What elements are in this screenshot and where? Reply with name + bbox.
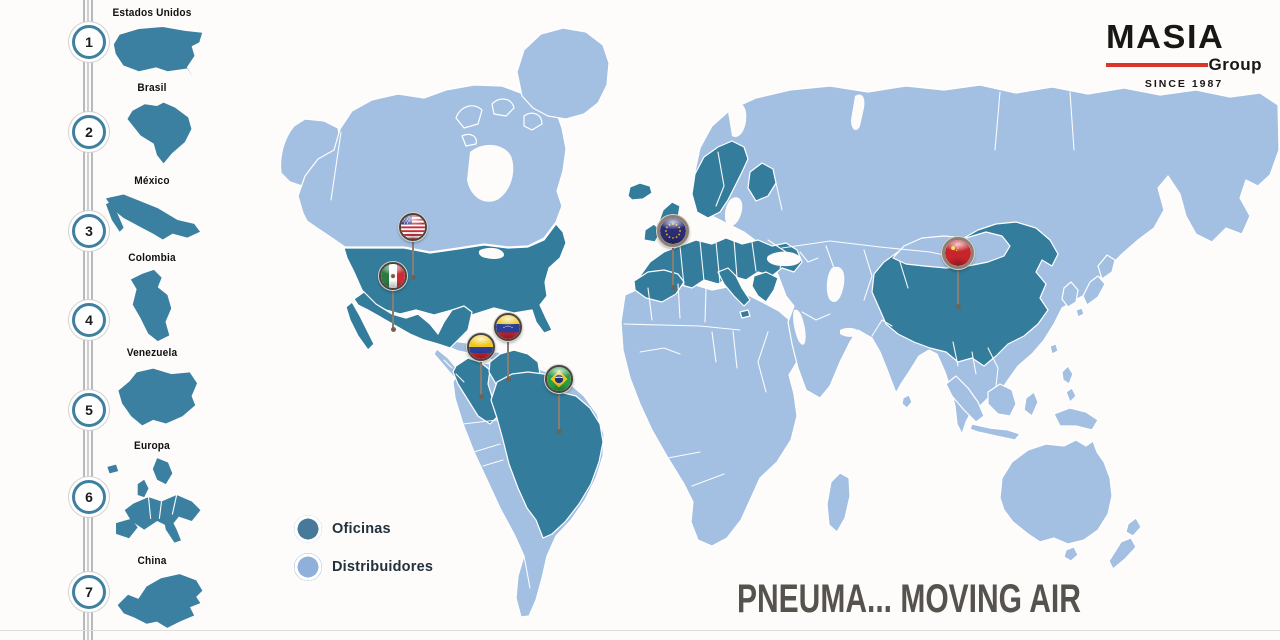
china-flag-icon (942, 237, 974, 269)
map-balkans (751, 271, 779, 303)
brasil-flag-icon (545, 365, 573, 393)
map-australia (999, 439, 1113, 545)
map-sri-lanka (901, 394, 913, 409)
china-silhouette-icon (117, 574, 203, 628)
legend-label-distribuidores: Distribuidores (332, 559, 434, 575)
map-africa (620, 281, 801, 547)
map-finland (747, 162, 777, 202)
timeline-number-5: 5 (72, 393, 106, 427)
distributor-swatch-icon (294, 553, 322, 581)
europa-silhouette-icon (107, 458, 201, 543)
map-red-sea (793, 309, 806, 345)
pin-stem (955, 267, 961, 309)
usa-flag-icon (399, 213, 427, 241)
tagline: PNEUMA... MOVING AIR (737, 577, 1081, 621)
map-usa (343, 223, 567, 334)
sidebar-label-brasil: Brasil (137, 82, 167, 94)
map-ob-gulf (851, 94, 865, 131)
legend-item-oficinas: Oficinas (294, 515, 433, 543)
bottom-divider (0, 630, 1280, 631)
map-baltic-sea (724, 197, 743, 227)
sidebar-label-colombia: Colombia (128, 252, 176, 264)
logo-red-underline (1106, 63, 1208, 67)
timeline-number-6: 6 (72, 480, 106, 514)
legend-label-oficinas: Oficinas (332, 521, 391, 537)
logo-brand-text: MASIA (1106, 18, 1225, 55)
map-spain (633, 269, 685, 303)
map-pin-colombia (467, 333, 495, 399)
sidebar-label-mexico: México (134, 175, 170, 187)
map-pin-china (942, 237, 974, 309)
timeline-number-2: 2 (72, 115, 106, 149)
map-great-lakes (478, 247, 505, 259)
pin-stem (410, 239, 416, 280)
map-white-sea (728, 103, 747, 138)
map-pin-estados-unidos (399, 213, 427, 280)
map-korea (1061, 281, 1079, 308)
sidebar-label-venezuela: Venezuela (126, 347, 178, 359)
map-madagascar (826, 472, 851, 533)
map-japan (1075, 254, 1116, 318)
map-taiwan (1049, 343, 1059, 355)
map-country-borders (330, 91, 1075, 589)
colombia-silhouette-icon (130, 269, 172, 342)
map-philippines (1061, 365, 1077, 403)
sidebar-label-europa: Europa (134, 440, 170, 452)
office-swatch-icon (294, 515, 322, 543)
timeline-number-4: 4 (72, 303, 106, 337)
sidebar-label-china: China (137, 555, 167, 567)
map-new-zealand (1108, 517, 1142, 570)
map-tasmania (1063, 546, 1079, 562)
map-iceland (627, 182, 653, 201)
sidebar-label-estados-unidos: Estados Unidos (112, 7, 192, 19)
map-scandinavia (691, 140, 749, 219)
legend-item-distribuidores: Distribuidores (294, 553, 433, 581)
pin-stem (670, 245, 676, 290)
map-pin-mexico (379, 262, 407, 332)
map-greenland (516, 27, 610, 120)
map-water-cutouts (467, 94, 865, 345)
pin-stem (478, 359, 484, 399)
logo-since-text: SINCE 1987 (1144, 78, 1224, 90)
estados-unidos-silhouette-icon (113, 27, 203, 77)
timeline-number-3: 3 (72, 214, 106, 248)
map-indonesia (945, 375, 1039, 441)
logo-group-text: Group (1208, 55, 1262, 74)
map-persian-gulf (840, 327, 860, 337)
timeline-number-7: 7 (72, 575, 106, 609)
venezuela-flag-icon (494, 313, 522, 341)
map-pin-brasil (545, 365, 573, 434)
europa-flag-icon (657, 215, 689, 247)
venezuela-silhouette-icon (118, 368, 198, 426)
map-italy (717, 267, 751, 319)
masia-group-logo: MASIA Group SINCE 1987 (1106, 20, 1262, 90)
map-mexico (345, 291, 473, 351)
pin-stem (505, 339, 511, 382)
timeline-number-1: 1 (72, 25, 106, 59)
colombia-flag-icon (467, 333, 495, 361)
mexico-silhouette-icon (105, 194, 201, 240)
map-canada (297, 84, 567, 253)
pin-stem (390, 288, 396, 332)
map-caspian-sea (826, 266, 845, 303)
legend: Oficinas Distribuidores (294, 515, 433, 591)
map-pin-venezuela (494, 313, 522, 382)
map-arctic-islands (455, 98, 543, 147)
brasil-silhouette-icon (127, 102, 192, 164)
map-pin-europa (657, 215, 689, 290)
map-new-guinea (1053, 407, 1099, 431)
mexico-flag-icon (379, 262, 407, 290)
map-hudson-bay (467, 144, 514, 202)
pin-stem (556, 391, 562, 434)
